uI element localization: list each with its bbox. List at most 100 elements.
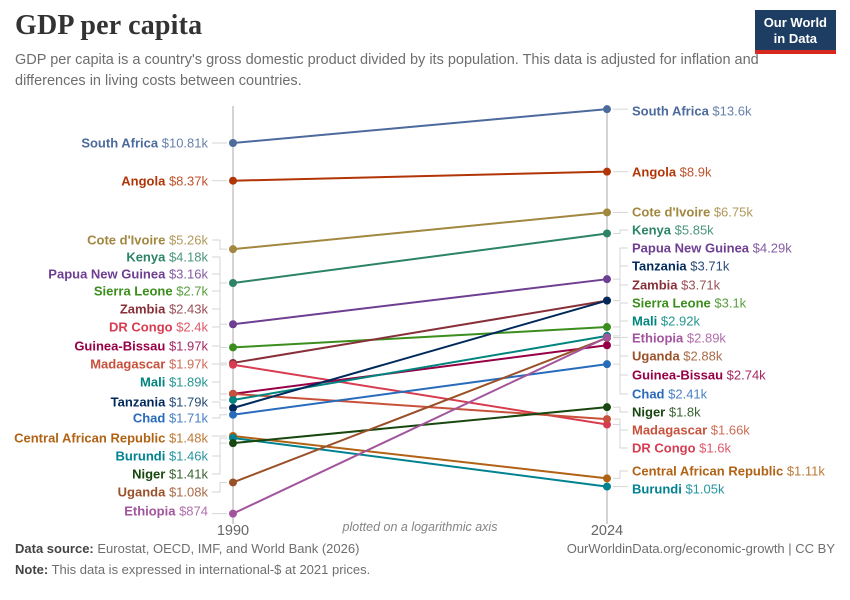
- dot-sierra-leone-2024[interactable]: [603, 323, 611, 332]
- slope-line-ethiopia[interactable]: [232, 336, 608, 515]
- series-label-central-african-republic-2024[interactable]: Central African Republic $1.11k: [632, 464, 825, 479]
- dot-dr-congo-1990[interactable]: [229, 360, 237, 369]
- note-label: Note:: [15, 562, 49, 577]
- dot-guinea-bissau-2024[interactable]: [603, 341, 611, 350]
- series-label-ethiopia-2024[interactable]: Ethiopia $2.89k: [632, 331, 726, 346]
- dot-mali-1990[interactable]: [229, 395, 237, 404]
- series-label-niger-2024[interactable]: Niger $1.8k: [632, 405, 701, 420]
- dot-niger-2024[interactable]: [603, 403, 611, 412]
- series-label-madagascar-1990[interactable]: Madagascar $1.97k: [90, 357, 208, 372]
- slope-line-central-african-republic[interactable]: [232, 435, 608, 480]
- series-label-burundi-2024[interactable]: Burundi $1.05k: [632, 482, 725, 497]
- series-label-ethiopia-1990[interactable]: Ethiopia $874: [124, 504, 208, 519]
- connector-chad-2024: [613, 363, 628, 395]
- connector-kenya-1990: [212, 256, 227, 284]
- slope-line-guinea-bissau[interactable]: [232, 344, 608, 395]
- slope-line-south-africa[interactable]: [232, 108, 608, 144]
- note-value: This data is expressed in international-…: [48, 562, 371, 577]
- series-label-angola-1990[interactable]: Angola $8.37k: [121, 174, 208, 189]
- series-label-guinea-bissau-2024[interactable]: Guinea-Bissau $2.74k: [632, 368, 766, 383]
- series-label-papua-new-guinea-2024[interactable]: Papua New Guinea $4.29k: [632, 241, 792, 256]
- dot-south-africa-2024[interactable]: [603, 105, 611, 114]
- series-label-dr-congo-2024[interactable]: DR Congo $1.6k: [632, 441, 731, 456]
- series-label-zambia-1990[interactable]: Zambia $2.43k: [120, 302, 209, 317]
- dot-niger-1990[interactable]: [229, 439, 237, 448]
- connector-sierra-leone-2024: [613, 302, 628, 328]
- series-label-central-african-republic-1990[interactable]: Central African Republic $1.48k: [14, 431, 208, 446]
- dot-chad-1990[interactable]: [229, 410, 237, 419]
- dot-kenya-1990[interactable]: [229, 279, 237, 288]
- axis-label-1990: 1990: [217, 523, 249, 539]
- connector-papua-new-guinea-2024: [613, 247, 628, 280]
- dot-cote-divoire-1990[interactable]: [229, 245, 237, 254]
- owid-logo[interactable]: Our World in Data: [754, 10, 836, 55]
- slope-line-madagascar[interactable]: [232, 392, 608, 421]
- slope-line-burundi[interactable]: [232, 437, 608, 488]
- slope-line-chad[interactable]: [232, 363, 608, 416]
- slope-line-angola[interactable]: [232, 170, 608, 182]
- owid-logo-line2: in Data: [773, 30, 818, 46]
- dot-uganda-1990[interactable]: [229, 478, 237, 487]
- slope-line-papua-new-guinea[interactable]: [232, 278, 608, 326]
- series-label-zambia-2024[interactable]: Zambia $3.71k: [632, 278, 721, 293]
- series-label-sierra-leone-1990[interactable]: Sierra Leone $2.7k: [94, 284, 209, 299]
- dot-cote-divoire-2024[interactable]: [603, 208, 611, 217]
- series-label-tanzania-1990[interactable]: Tanzania $1.79k: [111, 395, 209, 410]
- slope-line-zambia[interactable]: [232, 299, 608, 364]
- connector-cote-divoire-1990: [212, 239, 227, 250]
- dot-papua-new-guinea-2024[interactable]: [603, 275, 611, 284]
- chart-footer: Data source: Eurostat, OECD, IMF, and Wo…: [15, 541, 835, 577]
- series-label-cote-divoire-2024[interactable]: Cote d'Ivoire $6.75k: [632, 205, 753, 220]
- slope-line-kenya[interactable]: [232, 232, 608, 285]
- dot-kenya-2024[interactable]: [603, 229, 611, 238]
- series-label-guinea-bissau-1990[interactable]: Guinea-Bissau $1.97k: [74, 339, 208, 354]
- series-label-angola-2024[interactable]: Angola $8.9k: [632, 165, 712, 180]
- chart-subtitle: GDP per capita is a country's gross dome…: [15, 52, 759, 90]
- series-label-south-africa-2024[interactable]: South Africa $13.6k: [632, 104, 752, 119]
- connector-niger-1990: [212, 442, 227, 475]
- series-label-tanzania-2024[interactable]: Tanzania $3.71k: [632, 259, 730, 274]
- slope-line-uganda[interactable]: [232, 336, 608, 484]
- dot-madagascar-2024[interactable]: [603, 415, 611, 424]
- connector-tanzania-1990: [212, 401, 227, 409]
- series-label-kenya-1990[interactable]: Kenya $4.18k: [126, 250, 208, 265]
- series-label-mali-2024[interactable]: Mali $2.92k: [632, 314, 700, 329]
- data-source-label: Data source:: [15, 541, 94, 556]
- dot-papua-new-guinea-1990[interactable]: [229, 320, 237, 329]
- slope-line-cote-divoire[interactable]: [232, 211, 608, 251]
- dot-angola-1990[interactable]: [229, 176, 237, 185]
- connector-central-african-republic-2024: [613, 470, 628, 479]
- series-label-dr-congo-1990[interactable]: DR Congo $2.4k: [109, 320, 208, 335]
- dot-angola-2024[interactable]: [603, 167, 611, 176]
- dot-sierra-leone-1990[interactable]: [229, 343, 237, 352]
- series-label-chad-2024[interactable]: Chad $2.41k: [632, 387, 708, 402]
- dot-chad-2024[interactable]: [603, 360, 611, 369]
- connector-mali-2024: [613, 320, 628, 337]
- series-label-uganda-2024[interactable]: Uganda $2.88k: [632, 349, 723, 364]
- series-label-niger-1990[interactable]: Niger $1.41k: [132, 467, 208, 482]
- dot-tanzania-2024[interactable]: [603, 296, 611, 305]
- series-label-papua-new-guinea-1990[interactable]: Papua New Guinea $3.16k: [48, 267, 208, 282]
- series-label-uganda-1990[interactable]: Uganda $1.08k: [118, 485, 209, 500]
- dot-south-africa-1990[interactable]: [229, 139, 237, 148]
- series-label-sierra-leone-2024[interactable]: Sierra Leone $3.1k: [632, 296, 747, 311]
- owid-link[interactable]: OurWorldinData.org/economic-growth | CC …: [566, 541, 835, 556]
- dot-central-african-republic-2024[interactable]: [603, 474, 611, 483]
- slope-line-tanzania[interactable]: [232, 299, 608, 409]
- dot-tanzania-1990[interactable]: [229, 403, 237, 412]
- series-label-cote-divoire-1990[interactable]: Cote d'Ivoire $5.26k: [87, 233, 208, 248]
- slope-lines: [232, 108, 608, 515]
- dot-ethiopia-2024[interactable]: [603, 333, 611, 342]
- series-label-burundi-1990[interactable]: Burundi $1.46k: [116, 449, 209, 464]
- dot-madagascar-1990[interactable]: [229, 389, 237, 398]
- series-label-kenya-2024[interactable]: Kenya $5.85k: [632, 223, 714, 238]
- dot-ethiopia-1990[interactable]: [229, 509, 237, 518]
- dot-burundi-2024[interactable]: [603, 482, 611, 491]
- series-label-mali-1990[interactable]: Mali $1.89k: [140, 375, 208, 390]
- slope-line-sierra-leone[interactable]: [232, 326, 608, 349]
- series-label-madagascar-2024[interactable]: Madagascar $1.66k: [632, 423, 750, 438]
- note-text: Note: This data is expressed in internat…: [15, 562, 370, 577]
- series-label-chad-1990[interactable]: Chad $1.71k: [133, 411, 209, 426]
- connector-tanzania-2024: [613, 265, 628, 302]
- series-label-south-africa-1990[interactable]: South Africa $10.81k: [81, 136, 208, 151]
